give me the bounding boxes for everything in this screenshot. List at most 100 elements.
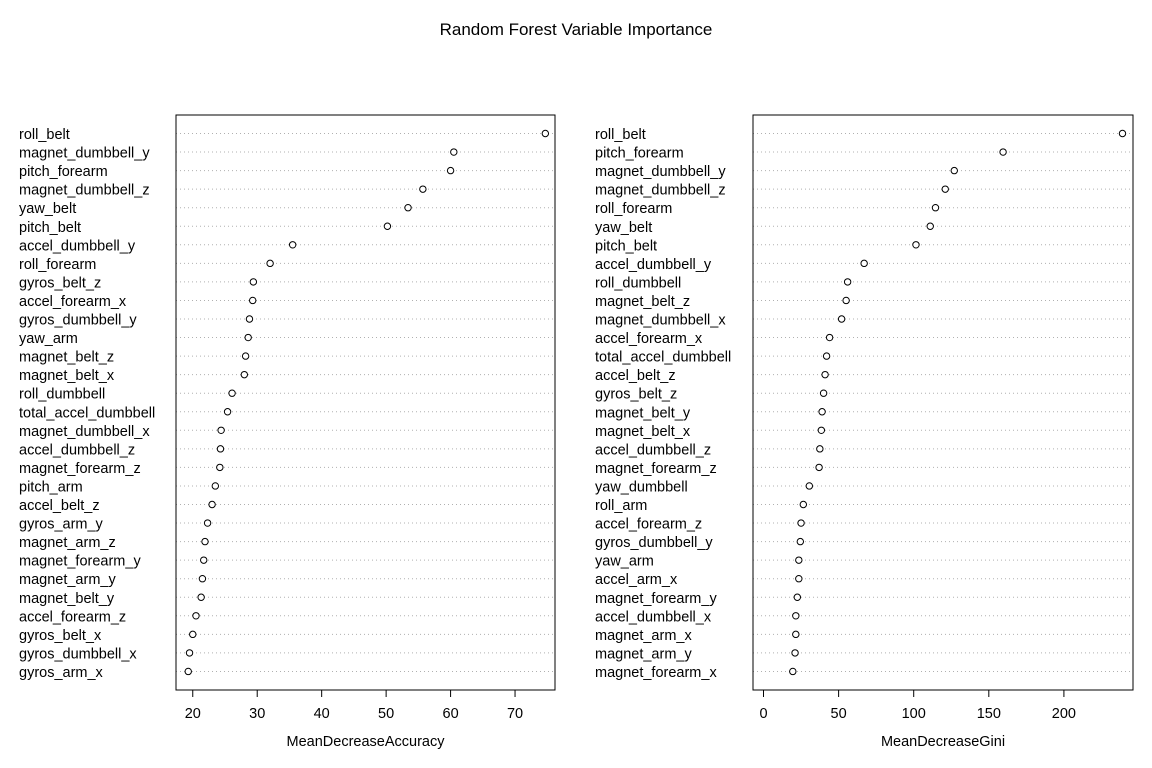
variable-label: pitch_belt: [19, 220, 81, 236]
data-point: [288, 241, 297, 249]
variable-label: pitch_arm: [19, 479, 83, 495]
data-point: [228, 389, 236, 397]
variable-label: magnet_dumbbell_y: [19, 146, 150, 162]
variable-label: gyros_dumbbell_y: [19, 313, 137, 329]
variable-label: accel_forearm_z: [595, 517, 702, 533]
x-tick-label: 50: [378, 706, 394, 722]
variable-label: accel_dumbbell_z: [19, 442, 135, 458]
data-point: [926, 222, 934, 230]
data-point: [805, 482, 814, 490]
variable-label: magnet_dumbbell_x: [595, 313, 726, 329]
variable-label: roll_arm: [595, 498, 647, 514]
variable-label: magnet_dumbbell_y: [595, 164, 726, 180]
variable-label: magnet_belt_x: [19, 368, 115, 384]
data-point: [446, 166, 455, 175]
variable-label: magnet_belt_y: [19, 591, 115, 607]
data-point: [816, 445, 824, 453]
variable-label: gyros_arm_x: [19, 665, 104, 681]
x-tick-label: 150: [977, 706, 1001, 722]
x-tick-label: 70: [507, 706, 523, 722]
variable-label: accel_dumbbell_z: [595, 442, 711, 458]
x-tick-label: 60: [443, 706, 459, 722]
variable-label: total_accel_dumbbell: [595, 350, 731, 366]
data-point: [837, 315, 846, 323]
data-point: [941, 185, 949, 193]
data-point: [201, 537, 209, 546]
data-point: [792, 612, 800, 620]
data-point: [797, 519, 805, 527]
variable-label: magnet_belt_z: [595, 294, 690, 310]
data-point: [217, 426, 225, 434]
data-point: [198, 575, 207, 583]
variable-label: yaw_belt: [595, 220, 652, 236]
data-point: [211, 482, 220, 490]
variable-label: magnet_arm_z: [19, 535, 116, 551]
data-point: [819, 389, 828, 397]
figure-title: Random Forest Variable Importance: [440, 20, 713, 39]
data-point: [822, 352, 831, 360]
data-point: [842, 296, 850, 305]
variable-label: yaw_arm: [595, 554, 654, 570]
x-tick-label: 50: [831, 706, 847, 722]
data-point: [999, 148, 1007, 156]
data-point: [245, 315, 254, 323]
variable-label: magnet_arm_x: [595, 628, 692, 644]
data-point: [185, 649, 194, 657]
data-point: [419, 185, 427, 193]
plot-frame: [175, 114, 556, 691]
variable-label: gyros_belt_z: [595, 387, 677, 403]
variable-label: accel_belt_z: [595, 368, 676, 384]
data-point: [189, 630, 197, 639]
variable-label: magnet_arm_y: [595, 646, 692, 662]
data-point: [799, 500, 808, 509]
x-tick-label: 40: [314, 706, 330, 722]
data-point: [223, 408, 232, 416]
variable-label: gyros_dumbbell_x: [19, 646, 137, 662]
data-point: [1118, 129, 1127, 138]
x-tick-label: 30: [249, 706, 265, 722]
x-tick-label: 0: [759, 706, 767, 722]
variable-label: gyros_belt_z: [19, 275, 101, 291]
data-point: [208, 500, 216, 509]
variable-label: accel_arm_x: [595, 572, 678, 588]
data-point: [383, 222, 392, 230]
variable-label: magnet_dumbbell_z: [19, 183, 150, 199]
variable-label: magnet_forearm_z: [19, 461, 141, 477]
data-point: [931, 204, 940, 212]
variable-label: roll_dumbbell: [595, 275, 681, 291]
data-point: [817, 426, 826, 434]
variable-label: magnet_belt_y: [595, 405, 691, 421]
data-point: [249, 278, 258, 286]
data-point: [821, 370, 829, 379]
data-point: [240, 370, 249, 379]
variable-label: pitch_forearm: [19, 164, 108, 180]
data-point: [818, 408, 826, 416]
variable-label: accel_dumbbell_x: [595, 609, 712, 625]
data-point: [825, 333, 834, 342]
variable-label: magnet_belt_z: [19, 350, 114, 366]
variable-label: magnet_belt_x: [595, 424, 691, 440]
variable-label: magnet_dumbbell_x: [19, 424, 150, 440]
data-point: [192, 612, 200, 620]
data-point: [203, 519, 212, 527]
variable-label: gyros_arm_y: [19, 517, 104, 533]
data-point: [404, 204, 412, 212]
dotchart-panel-1: roll_belt magnet_dumbbell_y pitch_forearmm…: [19, 114, 556, 750]
data-point: [216, 445, 225, 453]
data-point: [216, 463, 224, 472]
data-point: [184, 667, 192, 676]
variable-label: roll_belt: [595, 127, 646, 143]
data-point: [950, 166, 958, 175]
data-point: [912, 241, 920, 249]
data-point: [793, 593, 802, 601]
variable-label: pitch_forearm: [595, 146, 684, 162]
variable-label: roll_belt: [19, 127, 70, 143]
variable-label: accel_forearm_x: [595, 331, 703, 347]
variable-label: accel_forearm_x: [19, 294, 127, 310]
data-point: [789, 667, 797, 676]
data-point: [860, 259, 868, 268]
data-point: [200, 556, 208, 564]
data-point: [792, 630, 800, 639]
data-point: [791, 649, 799, 657]
x-tick-label: 200: [1052, 706, 1076, 722]
